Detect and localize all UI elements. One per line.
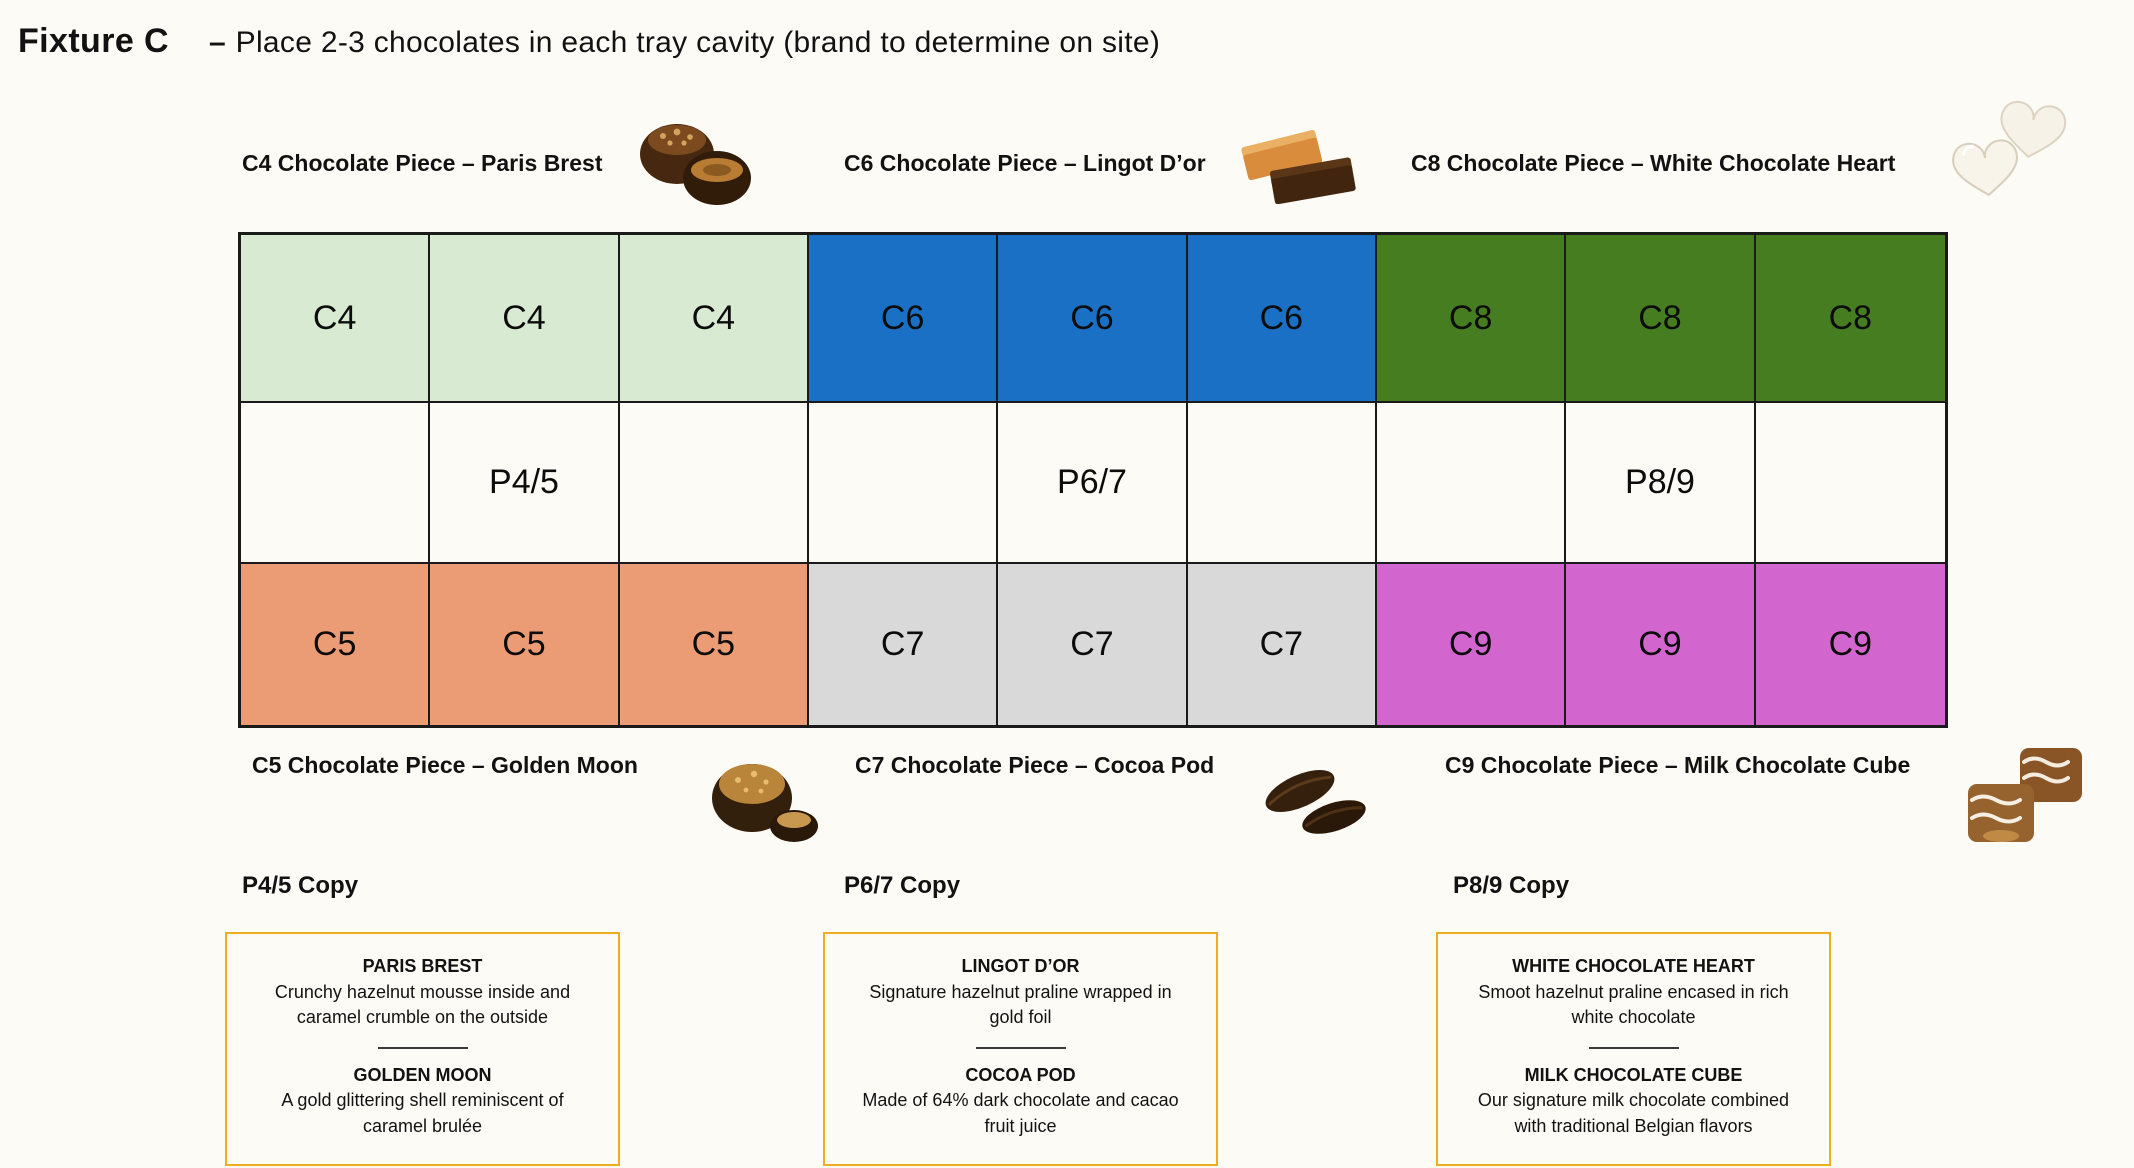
tray-cell: C5: [241, 564, 431, 725]
heading-p45-copy: P4/5 Copy: [242, 872, 359, 899]
tray-cell: C4: [241, 235, 431, 403]
fixture-label: Fixture C: [18, 22, 169, 60]
tray-cell: C5: [430, 564, 620, 725]
lingot-dor-icon: [1241, 129, 1356, 205]
copy-desc-cocoa-pod: Made of 64% dark chocolate and cacao fru…: [862, 1090, 1179, 1136]
lingot-dor-chocolate-photo: [1230, 126, 1359, 205]
tray-cell: [1376, 403, 1567, 564]
copy-desc-white-chocolate-heart: Smoot hazelnut praline encased in rich w…: [1478, 981, 1789, 1028]
golden-moon-icon: [712, 764, 818, 842]
label-c8-white-chocolate-heart: C8 Chocolate Piece – White Chocolate Hea…: [1411, 150, 1896, 176]
tray-cell: [1187, 403, 1377, 564]
copy-desc-golden-moon: A gold glittering shell reminiscent of c…: [281, 1090, 564, 1136]
copy-title-golden-moon: GOLDEN MOON: [353, 1064, 492, 1085]
tray-cell: P8/9: [1566, 403, 1756, 564]
copy-divider: [1588, 1046, 1679, 1049]
tray-cell: C5: [619, 564, 809, 725]
cocoa-pod-icon: [1265, 770, 1366, 834]
heading-p67-copy: P6/7 Copy: [844, 872, 961, 899]
page-title: Fixture C – Place 2-3 chocolates in each…: [18, 22, 1160, 61]
copy-title-lingot-dor: LINGOT D’OR: [961, 956, 1080, 976]
milk-cube-icon: [1968, 748, 2082, 842]
title-instruction: Place 2-3 chocolates in each tray cavity…: [235, 26, 1161, 59]
copy-desc-paris-brest: Crunchy hazelnut mousse inside and caram…: [274, 981, 571, 1028]
tray-cell: P4/5: [430, 403, 620, 564]
copy-title-paris-brest: PARIS BREST: [362, 956, 483, 976]
title-separator: –: [208, 26, 226, 59]
tray-cell: C4: [619, 235, 809, 403]
copy-desc-milk-chocolate-cube: Our signature milk chocolate combined wi…: [1477, 1090, 1790, 1136]
golden-moon-chocolate-photo: [706, 742, 821, 846]
tray-cell: C7: [808, 564, 999, 725]
paris-brest-chocolate-photo: [633, 112, 755, 208]
copy-title-milk-chocolate-cube: MILK CHOCOLATE CUBE: [1524, 1064, 1743, 1085]
label-c9-milk-chocolate-cube: C9 Chocolate Piece – Milk Chocolate Cube: [1445, 752, 1911, 778]
copy-desc-lingot-dor: Signature hazelnut praline wrapped in go…: [869, 981, 1172, 1028]
copy-title-white-chocolate-heart: WHITE CHOCOLATE HEART: [1512, 956, 1755, 976]
heading-p89-copy: P8/9 Copy: [1453, 872, 1570, 899]
copy-divider: [975, 1046, 1066, 1049]
milk-chocolate-cube-photo: [1962, 740, 2090, 848]
tray-cell: C6: [808, 235, 999, 403]
tray-cell: P6/7: [998, 403, 1188, 564]
tray-cell: C8: [1566, 235, 1756, 403]
tray-cell: C7: [1187, 564, 1377, 725]
white-heart-icon: [1952, 100, 2067, 197]
label-c4-paris-brest: C4 Chocolate Piece – Paris Brest: [242, 150, 603, 176]
cocoa-pod-chocolate-photo: [1252, 757, 1375, 842]
tray-cell: C4: [430, 235, 620, 403]
paris-brest-icon: [640, 124, 751, 205]
tray-cell: C9: [1376, 564, 1567, 725]
label-c5-golden-moon: C5 Chocolate Piece – Golden Moon: [252, 752, 638, 778]
tray-cell: [241, 403, 431, 564]
tray-cell: C6: [998, 235, 1188, 403]
copy-box-p89: WHITE CHOCOLATE HEART Smoot hazelnut pra…: [1436, 932, 1831, 1166]
tray-cell: [808, 403, 999, 564]
tray-cell: C8: [1755, 235, 1945, 403]
copy-box-p67: LINGOT D’OR Signature hazelnut praline w…: [823, 932, 1218, 1166]
tray-grid: C4 C4 C4 C6 C6 C6 C8 C8 C8 P4/5 P6/7 P8/…: [238, 232, 1948, 728]
label-c7-cocoa-pod: C7 Chocolate Piece – Cocoa Pod: [855, 752, 1215, 778]
tray-cell: C9: [1755, 564, 1945, 725]
tray-cell: C6: [1187, 235, 1377, 403]
white-chocolate-heart-photo: [1945, 98, 2074, 204]
label-c6-lingot-dor: C6 Chocolate Piece – Lingot D’or: [844, 150, 1206, 176]
tray-cell: C8: [1376, 235, 1567, 403]
copy-title-cocoa-pod: COCOA POD: [965, 1064, 1076, 1085]
tray-cell: [1755, 403, 1945, 564]
tray-cell: C9: [1566, 564, 1756, 725]
copy-divider: [377, 1046, 468, 1049]
copy-box-p45: PARIS BREST Crunchy hazelnut mousse insi…: [225, 932, 620, 1166]
tray-cell: C7: [998, 564, 1188, 725]
tray-cell: [619, 403, 809, 564]
